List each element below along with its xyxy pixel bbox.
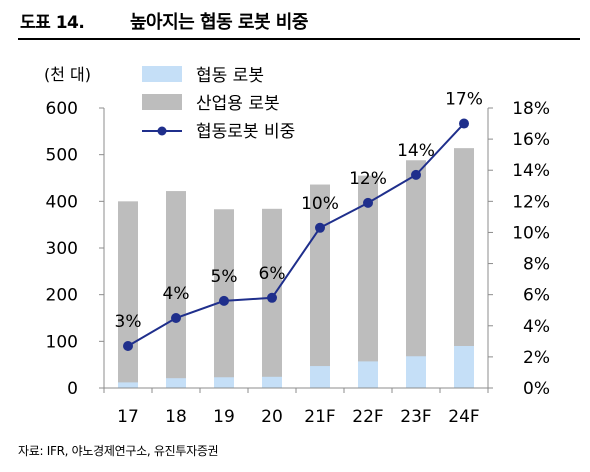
x-tick-label: 21F xyxy=(304,407,335,427)
left-tick-label: 100 xyxy=(46,332,78,352)
right-tick-label: 16% xyxy=(512,130,550,150)
right-tick-label: 2% xyxy=(523,348,550,368)
legend-marker-share xyxy=(157,126,167,136)
legend-swatch-cobot xyxy=(142,66,182,82)
industrial-robot-bar xyxy=(166,191,186,388)
source-note: 자료: IFR, 야노경제연구소, 유진투자증권 xyxy=(18,444,219,458)
share-point xyxy=(411,169,421,180)
left-axis-unit-label: (천 대) xyxy=(44,65,91,84)
cobot-bar xyxy=(262,376,282,388)
share-line-layer: 3% 4% 5% 6% 10% 12% 14% 17% xyxy=(115,90,483,351)
share-data-label: 3% xyxy=(115,312,142,332)
x-tick-label: 22F xyxy=(352,407,383,427)
cobot-bar xyxy=(118,382,138,388)
right-tick-label: 8% xyxy=(523,255,550,275)
x-tick-label: 18 xyxy=(165,407,187,427)
left-tick-label: 200 xyxy=(46,286,78,306)
left-tick-label: 500 xyxy=(46,146,78,166)
right-tick-label: 6% xyxy=(523,286,550,306)
share-point xyxy=(267,292,277,303)
legend-label-industrial: 산업용 로봇 xyxy=(196,94,280,114)
axes-layer: 0 100 200 300 400 500 600 0% 2% 4% 6% 8% 10% 12% 14% 16… xyxy=(44,65,550,427)
legend-label-cobot: 협동 로봇 xyxy=(196,66,264,86)
industrial-robot-bar xyxy=(118,201,138,388)
cobot-bar xyxy=(406,356,426,388)
cobot-bar xyxy=(166,378,186,388)
share-data-label: 17% xyxy=(445,90,483,110)
share-data-label: 10% xyxy=(301,194,339,214)
cobot-bar xyxy=(358,361,378,388)
share-point xyxy=(315,222,325,233)
share-data-label: 6% xyxy=(259,264,286,284)
left-tick-label: 600 xyxy=(46,99,78,119)
share-data-label: 12% xyxy=(349,169,387,189)
right-tick-label: 12% xyxy=(512,192,550,212)
industrial-robot-bar xyxy=(454,148,474,388)
right-tick-label: 14% xyxy=(512,161,550,181)
right-tick-label: 10% xyxy=(512,223,550,243)
figure-label: 도표 14. xyxy=(20,13,85,33)
left-tick-label: 0 xyxy=(67,379,78,399)
share-data-label: 5% xyxy=(211,267,238,287)
share-point xyxy=(219,295,229,306)
right-tick-label: 4% xyxy=(523,317,550,337)
x-tick-label: 24F xyxy=(448,407,479,427)
left-tick-label: 400 xyxy=(46,192,78,212)
x-tick-label: 17 xyxy=(117,407,139,427)
industrial-robot-bar xyxy=(406,160,426,388)
header-rule xyxy=(18,38,580,40)
right-tick-label: 0% xyxy=(523,379,550,399)
right-tick-label: 18% xyxy=(512,99,550,119)
share-data-label: 14% xyxy=(397,141,435,161)
x-tick-label: 20 xyxy=(261,407,283,427)
x-tick-label: 23F xyxy=(400,407,431,427)
cobot-share-chart: 0 100 200 300 400 500 600 0% 2% 4% 6% 8% 10% 12% 14% 16… xyxy=(44,65,550,427)
bars-layer xyxy=(118,148,474,388)
share-point xyxy=(171,313,181,323)
industrial-robot-bar xyxy=(358,175,378,388)
legend-label-share: 협동로봇 비중 xyxy=(196,122,295,142)
figure-title: 높아지는 협동 로봇 비중 xyxy=(130,12,308,33)
share-point xyxy=(459,118,469,129)
share-line xyxy=(127,122,465,347)
figure-header: 도표 14. 높아지는 협동 로봇 비중 xyxy=(0,0,590,44)
legend-swatch-industrial xyxy=(142,94,182,110)
share-point xyxy=(123,341,133,351)
x-tick-label: 19 xyxy=(213,407,235,427)
left-tick-label: 300 xyxy=(46,239,78,259)
share-data-label: 4% xyxy=(163,284,190,304)
cobot-bar xyxy=(310,366,330,388)
cobot-bar xyxy=(214,377,234,388)
share-point xyxy=(363,197,373,208)
industrial-robot-bar xyxy=(310,184,330,388)
cobot-bar xyxy=(454,346,474,388)
